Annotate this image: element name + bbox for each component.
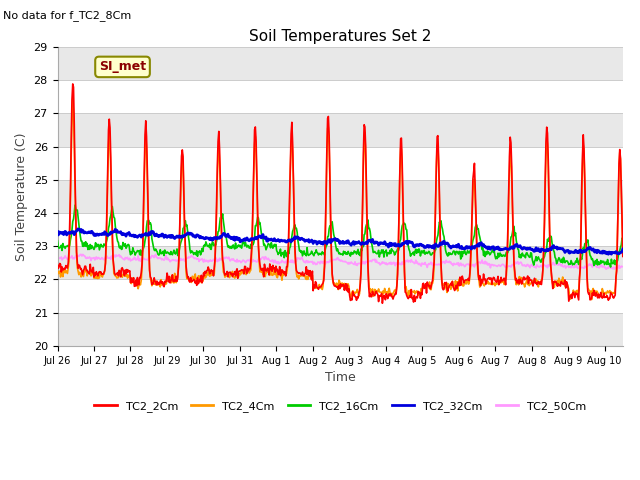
Legend: TC2_2Cm, TC2_4Cm, TC2_16Cm, TC2_32Cm, TC2_50Cm: TC2_2Cm, TC2_4Cm, TC2_16Cm, TC2_32Cm, TC… (90, 396, 590, 416)
Bar (58, 180, 623, 213)
Title: Soil Temperatures Set 2: Soil Temperatures Set 2 (249, 29, 431, 44)
Text: SI_met: SI_met (99, 60, 146, 73)
Bar (58, 246, 623, 279)
Bar (58, 113, 623, 146)
X-axis label: Time: Time (324, 371, 356, 384)
Text: No data for f_TC2_8Cm: No data for f_TC2_8Cm (3, 10, 131, 21)
Bar (58, 47, 623, 80)
Bar (58, 312, 623, 346)
Y-axis label: Soil Temperature (C): Soil Temperature (C) (15, 132, 28, 261)
